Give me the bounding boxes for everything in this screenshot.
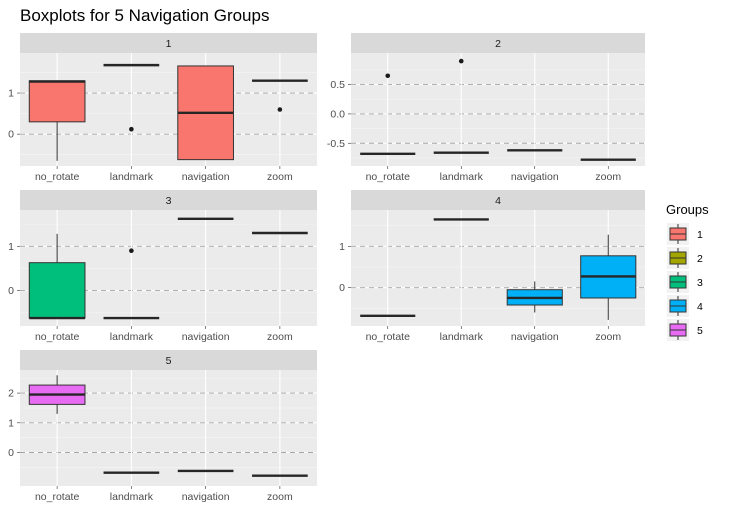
- panel-strip: [20, 190, 317, 210]
- x-tick-label: zoom: [595, 171, 621, 183]
- x-tick-label: landmark: [440, 331, 484, 343]
- box-zoom: [252, 79, 308, 112]
- legend-item-5: 5: [667, 319, 703, 341]
- panel-4: 4 0 1 no_rotate landmark navigation zoom: [339, 190, 645, 343]
- x-tick-label: landmark: [110, 171, 154, 183]
- y-tick-label: 1: [8, 88, 14, 100]
- x-tick-label: zoom: [267, 171, 293, 183]
- box-iqr: [28, 80, 86, 123]
- panel-strip-label: 1: [166, 38, 172, 50]
- y-tick-label: 0: [8, 447, 14, 459]
- box-navigation: [177, 65, 234, 161]
- y-tick-label: 2: [8, 388, 14, 400]
- x-tick-label: navigation: [511, 171, 559, 183]
- box-iqr: [28, 262, 86, 319]
- y-tick-label: 0: [8, 285, 14, 297]
- outlier-point: [458, 58, 464, 64]
- y-tick-label: 0.5: [330, 79, 345, 91]
- x-tick-label: no_rotate: [366, 171, 411, 183]
- y-tick-label: 1: [8, 241, 14, 253]
- legend-item-1: 1: [667, 223, 703, 245]
- outlier-point: [277, 107, 283, 112]
- panel-1: 1 0 1 no_rotate landmark navigation zoom: [8, 33, 317, 183]
- box-no_rotate: [28, 233, 86, 320]
- x-tick-label: navigation: [182, 491, 230, 503]
- box-landmark: [103, 248, 160, 320]
- box-landmark: [433, 58, 489, 154]
- legend-item-3: 3: [667, 271, 703, 293]
- x-tick-label: landmark: [110, 331, 154, 343]
- x-tick-label: no_rotate: [35, 171, 80, 183]
- legend-label: 3: [697, 277, 703, 289]
- box-landmark: [103, 63, 160, 132]
- chart-title: Boxplots for 5 Navigation Groups: [20, 6, 269, 25]
- legend-title: Groups: [666, 202, 709, 217]
- facet-panels: 1 0 1 no_rotate landmark navigation zoom 2 -0.5 0…: [8, 33, 645, 503]
- panel-strip-label: 2: [495, 38, 501, 50]
- panel-5: 5 0 1 2 no_rotate landmark navigation zoom: [8, 350, 317, 503]
- panel-strip-label: 4: [495, 195, 501, 207]
- box-navigation: [506, 281, 563, 313]
- y-tick-label: 1: [8, 417, 14, 429]
- legend-label: 4: [697, 301, 703, 313]
- outlier-point: [129, 248, 134, 254]
- x-tick-label: zoom: [595, 331, 621, 343]
- panel-strip: [351, 190, 645, 210]
- panel-strip: [351, 33, 645, 53]
- x-tick-label: no_rotate: [35, 331, 80, 343]
- legend-item-2: 2: [667, 247, 703, 269]
- legend-label: 5: [697, 325, 703, 337]
- panel-strip-label: 5: [166, 355, 172, 367]
- x-tick-label: landmark: [440, 171, 484, 183]
- y-tick-label: 0: [339, 282, 345, 294]
- y-tick-label: 0: [8, 129, 14, 141]
- y-tick-label: 0.0: [330, 108, 345, 120]
- panel-strip-label: 3: [166, 195, 172, 207]
- legend-label: 1: [697, 229, 703, 241]
- x-tick-label: navigation: [182, 331, 230, 343]
- panel-3: 3 0 1 no_rotate landmark navigation zoom: [8, 190, 317, 343]
- y-tick-label: -0.5: [327, 138, 345, 150]
- legend: Groups 1 2 3 4 5: [666, 202, 709, 341]
- box-no_rotate: [28, 80, 86, 161]
- x-tick-label: no_rotate: [366, 331, 411, 343]
- box-no_rotate: [28, 375, 86, 414]
- box-no_rotate: [360, 73, 416, 156]
- y-tick-label: 1: [339, 241, 345, 253]
- outlier-point: [129, 126, 134, 132]
- panel-strip: [20, 350, 317, 370]
- panel-background: [351, 53, 645, 166]
- box-zoom: [580, 234, 637, 320]
- legend-item-4: 4: [667, 295, 703, 317]
- panel-strip: [20, 33, 317, 53]
- legend-items: 1 2 3 4 5: [667, 223, 703, 341]
- panel-2: 2 -0.5 0.0 0.5 no_rotate landmark navigation zo…: [327, 33, 645, 183]
- legend-label: 2: [697, 253, 703, 265]
- x-tick-label: zoom: [267, 331, 293, 343]
- x-tick-label: navigation: [511, 331, 559, 343]
- x-tick-label: zoom: [267, 491, 293, 503]
- outlier-point: [385, 73, 391, 79]
- x-tick-label: navigation: [182, 171, 230, 183]
- x-tick-label: landmark: [110, 491, 154, 503]
- x-tick-label: no_rotate: [35, 491, 80, 503]
